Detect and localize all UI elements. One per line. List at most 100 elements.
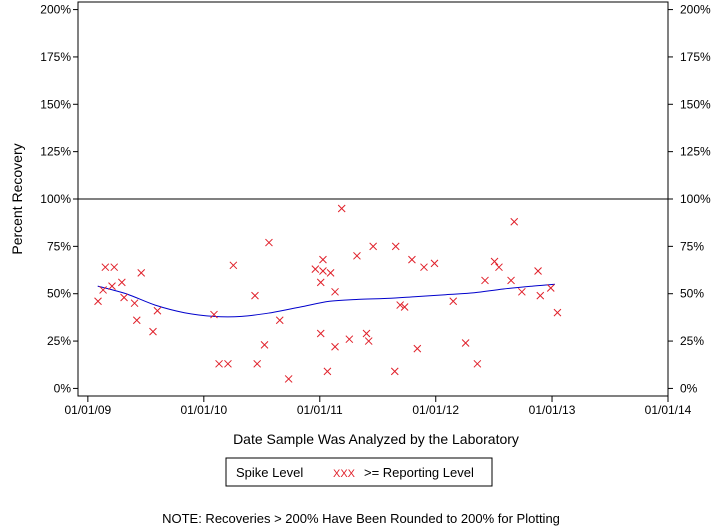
data-point [345,335,354,344]
data-point-stroke [536,291,545,300]
data-point-stroke [396,301,405,309]
data-point [430,259,439,268]
data-point-stroke [130,299,139,308]
data-point-stroke [229,261,238,270]
y-tick-label-left: 75% [47,239,71,253]
data-point [413,344,422,353]
data-point [130,299,139,308]
x-tick-label: 01/01/14 [645,403,692,417]
y-tick-label-left: 200% [40,3,71,17]
data-point-stroke [546,284,555,292]
x-axis-ticks: 01/01/09 01/01/10 01/01/11 01/01/12 01/01/13… [64,396,692,417]
data-point [284,375,293,383]
data-point-stroke [319,267,327,275]
data-point [323,367,332,376]
legend-entry-spike-level: Spike Level [236,465,303,480]
data-point [316,278,325,287]
data-point-stroke [284,375,293,383]
data-point [210,310,218,319]
data-point-stroke [323,367,332,376]
data-point-stroke [369,242,378,251]
y-tick-label-right: 25% [680,334,704,348]
data-point [362,329,371,338]
data-point-stroke [413,344,422,353]
y-tick-label-right: 50% [680,287,704,301]
data-point-stroke [99,286,107,294]
data-point-stroke [132,316,141,325]
data-point-stroke [449,297,458,306]
data-point [253,359,262,368]
x-axis-title: Date Sample Was Analyzed by the Laborato… [233,431,519,447]
data-point-stroke [473,359,482,368]
data-point-stroke [224,359,232,368]
data-point-stroke [319,255,327,264]
y-tick-label-right: 125% [680,145,711,159]
data-point-stroke [311,265,320,273]
data-point-stroke [153,306,162,315]
data-point-stroke [390,367,399,376]
data-point [507,276,515,285]
data-point-stroke [260,341,269,349]
data-point-stroke [510,217,519,226]
data-point-stroke [461,339,470,347]
y-tick-label-left: 150% [40,97,71,111]
data-point [331,342,339,351]
data-point [391,242,400,251]
data-point [260,341,269,349]
data-point [316,329,325,338]
data-point-stroke [117,278,126,287]
data-point [536,291,545,300]
data-point [546,284,555,292]
y-tick-label-right: 175% [680,50,711,64]
data-point [326,269,335,277]
data-point [153,306,162,315]
data-point-stroke [253,359,262,368]
data-point [319,267,327,275]
data-point [517,287,526,296]
data-point [495,263,503,272]
data-point-stroke [120,293,128,302]
data-point-stroke [265,238,273,247]
data-point [364,337,373,345]
data-point-stroke [210,310,218,319]
data-point [94,297,102,306]
data-point [461,339,470,347]
y-tick-label-right: 200% [680,3,711,17]
data-points [94,204,562,383]
data-point [490,257,499,266]
data-point-stroke [490,257,499,266]
legend-entry-reporting-level: >= Reporting Level [364,465,474,480]
data-point-stroke [420,263,428,272]
data-point-stroke [275,316,284,325]
legend-box [225,457,493,487]
data-point [353,251,361,260]
x-tick-label: 01/01/13 [529,403,576,417]
data-point-stroke [331,287,339,296]
data-point [137,269,146,277]
y-tick-label-left: 175% [40,50,71,64]
data-point-stroke [331,342,339,351]
data-point-stroke [430,259,439,268]
data-point [311,265,320,273]
data-point [99,286,107,294]
data-point [408,255,416,264]
data-point-stroke [316,278,325,287]
data-point-stroke [362,329,371,338]
data-point [120,293,128,302]
data-point [510,217,519,226]
data-point-stroke [137,269,146,277]
y-axis-ticks: 0% 0% 25% 25% 50% 50% 75% 75% 100% 100% 125% 125% 15… [40,3,711,396]
y-tick-label-right: 100% [680,192,711,206]
data-point [449,297,458,306]
legend: Spike Level XXX >= Reporting Level [225,457,493,487]
data-point-stroke [345,335,354,344]
data-point [369,242,378,251]
data-point-stroke [534,267,542,275]
data-point-stroke [251,291,259,300]
y-tick-label-right: 0% [680,381,698,395]
data-point [396,301,405,309]
data-point [420,263,428,272]
data-point-stroke [495,263,503,272]
data-point [224,359,232,368]
data-point [553,308,562,317]
